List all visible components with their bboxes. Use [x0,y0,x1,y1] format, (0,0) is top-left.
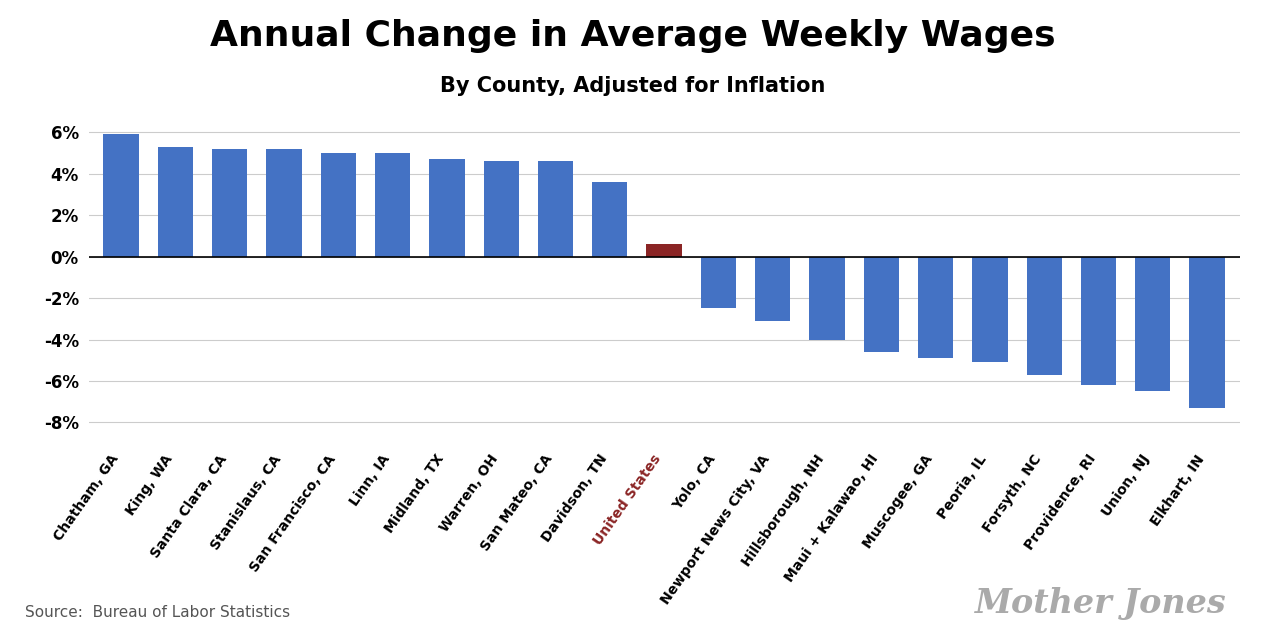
Bar [374,153,410,256]
Bar [538,161,573,256]
Bar [213,149,248,256]
Bar [267,149,301,256]
Bar [1189,256,1225,408]
Bar [864,256,899,352]
Bar [429,160,464,256]
Bar [810,256,845,339]
Text: Mother Jones: Mother Jones [975,587,1227,620]
Bar [646,244,682,256]
Bar [104,134,139,256]
Bar [755,256,791,321]
Bar [1080,256,1116,385]
Bar [918,256,954,358]
Bar [483,161,519,256]
Text: Source:  Bureau of Labor Statistics: Source: Bureau of Labor Statistics [25,605,291,620]
Bar [973,256,1007,362]
Bar [592,182,627,256]
Bar [701,256,736,308]
Text: Annual Change in Average Weekly Wages: Annual Change in Average Weekly Wages [210,19,1055,53]
Bar [1027,256,1061,375]
Bar [1135,256,1170,391]
Bar [158,147,194,256]
Text: By County, Adjusted for Inflation: By County, Adjusted for Inflation [440,76,825,96]
Bar [321,153,355,256]
